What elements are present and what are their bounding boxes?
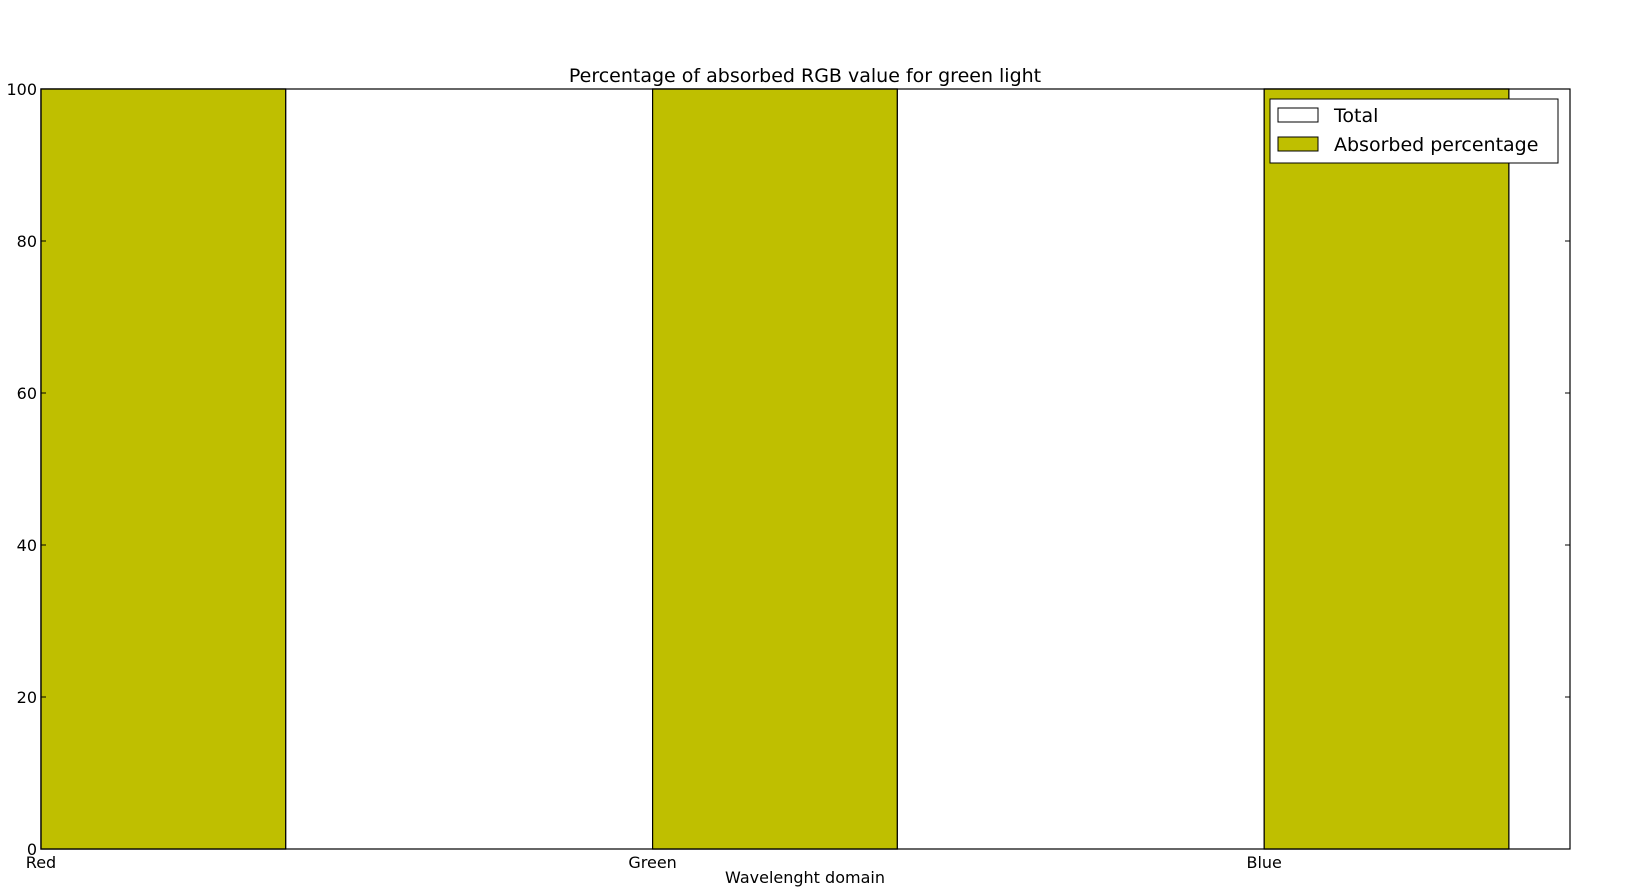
y-tick-label-0: 0 (27, 840, 37, 859)
legend-label-total: Total (1333, 105, 1378, 127)
legend-label-absorbed: Absorbed percentage (1334, 134, 1538, 156)
x-axis-label: Wavelenght domain (725, 868, 885, 887)
x-tick-label-green: Green (628, 853, 676, 872)
y-tick-label-80: 80 (17, 232, 37, 251)
plot-frame (40, 88, 1571, 850)
bar-absorbed-blue (1263, 88, 1510, 850)
y-axis: 0 20 40 60 80 100 (6, 80, 1570, 859)
y-tick-label-20: 20 (17, 688, 37, 707)
legend-swatch-total (1277, 107, 1319, 123)
bars-group (40, 88, 1510, 850)
bar-absorbed-green (651, 88, 898, 850)
x-tick-label-blue: Blue (1246, 853, 1281, 872)
legend: Total Absorbed percentage (1269, 98, 1559, 164)
y-tick-label-60: 60 (17, 384, 37, 403)
chart-title: Percentage of absorbed RGB value for gre… (569, 65, 1041, 87)
y-tick-label-100: 100 (6, 80, 37, 99)
legend-swatch-absorbed (1277, 136, 1319, 152)
y-tick-label-40: 40 (17, 536, 37, 555)
x-axis: Red Green Blue (26, 853, 1282, 872)
x-tick-label-red: Red (26, 853, 56, 872)
bar-absorbed-red (40, 88, 287, 850)
